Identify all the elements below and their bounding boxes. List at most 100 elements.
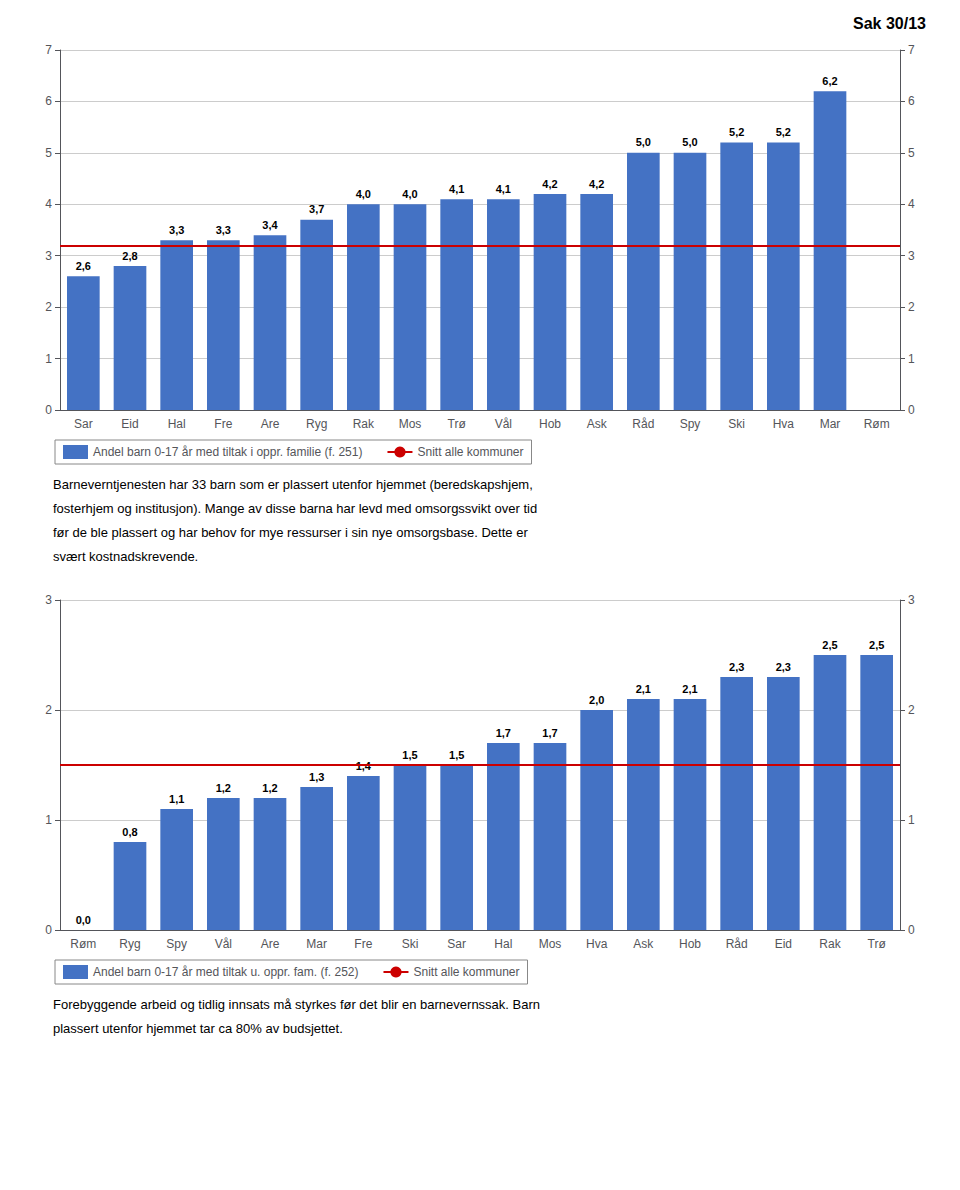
svg-text:Hva: Hva [586, 937, 608, 951]
svg-text:Barneverntjenesten har 33 barn: Barneverntjenesten har 33 barn som er pl… [53, 477, 533, 492]
svg-text:4,0: 4,0 [356, 188, 371, 200]
svg-text:Trø: Trø [448, 417, 467, 431]
svg-text:fosterhjem og institusjon). Ma: fosterhjem og institusjon). Mange av dis… [53, 501, 537, 516]
svg-text:Hal: Hal [168, 417, 186, 431]
svg-text:Eid: Eid [121, 417, 138, 431]
svg-text:1,3: 1,3 [309, 771, 324, 783]
svg-text:Hob: Hob [679, 937, 701, 951]
svg-text:5: 5 [908, 146, 915, 160]
svg-text:4,2: 4,2 [542, 178, 557, 190]
svg-text:Hva: Hva [773, 417, 795, 431]
svg-text:1: 1 [908, 813, 915, 827]
svg-text:Sak 30/13: Sak 30/13 [853, 15, 926, 32]
svg-text:2,3: 2,3 [729, 661, 744, 673]
svg-text:2,1: 2,1 [636, 683, 651, 695]
svg-text:Ski: Ski [728, 417, 745, 431]
svg-text:6: 6 [45, 94, 52, 108]
svg-text:1,7: 1,7 [496, 727, 511, 739]
svg-text:1,5: 1,5 [402, 749, 417, 761]
svg-text:Vål: Vål [495, 417, 512, 431]
svg-text:Hob: Hob [539, 417, 561, 431]
svg-text:2,3: 2,3 [776, 661, 791, 673]
svg-text:0,8: 0,8 [122, 826, 137, 838]
svg-text:3,3: 3,3 [169, 224, 184, 236]
svg-text:Ryg: Ryg [119, 937, 140, 951]
svg-text:Ski: Ski [402, 937, 419, 951]
svg-text:2,1: 2,1 [682, 683, 697, 695]
svg-text:Mos: Mos [539, 937, 562, 951]
svg-text:5,0: 5,0 [636, 136, 651, 148]
svg-text:Mar: Mar [306, 937, 327, 951]
svg-text:0: 0 [908, 403, 915, 417]
svg-text:plassert utenfor hjemmet tar c: plassert utenfor hjemmet tar ca 80% av b… [53, 1021, 343, 1036]
svg-text:4,1: 4,1 [449, 183, 464, 195]
svg-text:Rak: Rak [353, 417, 375, 431]
svg-text:2,6: 2,6 [76, 260, 91, 272]
svg-text:1,7: 1,7 [542, 727, 557, 739]
svg-text:Fre: Fre [214, 417, 232, 431]
svg-text:1,2: 1,2 [216, 782, 231, 794]
svg-text:Ask: Ask [633, 937, 654, 951]
svg-text:Røm: Røm [864, 417, 890, 431]
svg-text:Andel barn 0-17 år med tiltak: Andel barn 0-17 år med tiltak i oppr. fa… [93, 445, 362, 459]
svg-text:1,2: 1,2 [262, 782, 277, 794]
svg-text:Eid: Eid [775, 937, 792, 951]
svg-text:Spy: Spy [680, 417, 701, 431]
svg-text:3,3: 3,3 [216, 224, 231, 236]
svg-text:0: 0 [45, 403, 52, 417]
svg-text:svært kostnadskrevende.: svært kostnadskrevende. [53, 549, 198, 564]
svg-text:6,2: 6,2 [822, 75, 837, 87]
svg-text:3: 3 [908, 593, 915, 607]
svg-text:2: 2 [45, 300, 52, 314]
svg-text:1: 1 [45, 352, 52, 366]
svg-text:Mar: Mar [820, 417, 841, 431]
svg-text:Sar: Sar [447, 937, 466, 951]
svg-text:Vål: Vål [215, 937, 232, 951]
svg-text:7: 7 [45, 43, 52, 57]
svg-text:2,8: 2,8 [122, 250, 137, 262]
svg-text:5,0: 5,0 [682, 136, 697, 148]
svg-text:2: 2 [908, 300, 915, 314]
svg-text:5,2: 5,2 [729, 126, 744, 138]
svg-text:3,7: 3,7 [309, 203, 324, 215]
svg-text:Rak: Rak [819, 937, 841, 951]
svg-text:0,0: 0,0 [76, 914, 91, 926]
svg-text:Råd: Råd [632, 417, 654, 431]
svg-text:3,4: 3,4 [262, 219, 278, 231]
svg-text:1: 1 [45, 813, 52, 827]
svg-text:1,5: 1,5 [449, 749, 464, 761]
svg-text:4,0: 4,0 [402, 188, 417, 200]
svg-text:før de ble plassert og har beh: før de ble plassert og har behov for mye… [53, 525, 528, 540]
svg-text:Spy: Spy [166, 937, 187, 951]
svg-text:2,5: 2,5 [822, 639, 837, 651]
svg-text:Snitt alle kommuner: Snitt alle kommuner [413, 965, 519, 979]
svg-text:Snitt alle kommuner: Snitt alle kommuner [417, 445, 523, 459]
svg-text:3: 3 [908, 249, 915, 263]
svg-text:2,5: 2,5 [869, 639, 884, 651]
svg-text:6: 6 [908, 94, 915, 108]
svg-text:4: 4 [45, 197, 52, 211]
svg-text:Hal: Hal [494, 937, 512, 951]
svg-text:1: 1 [908, 352, 915, 366]
svg-text:7: 7 [908, 43, 915, 57]
svg-text:Mos: Mos [399, 417, 422, 431]
svg-text:5,2: 5,2 [776, 126, 791, 138]
svg-text:3: 3 [45, 249, 52, 263]
svg-text:0: 0 [45, 923, 52, 937]
svg-text:1,1: 1,1 [169, 793, 184, 805]
svg-text:Røm: Røm [70, 937, 96, 951]
svg-text:Are: Are [261, 937, 280, 951]
svg-text:4: 4 [908, 197, 915, 211]
svg-text:2,0: 2,0 [589, 694, 604, 706]
svg-text:2: 2 [45, 703, 52, 717]
svg-text:Råd: Råd [726, 937, 748, 951]
svg-text:Forebyggende arbeid og tidlig: Forebyggende arbeid og tidlig innsats må… [53, 997, 540, 1012]
svg-text:Fre: Fre [354, 937, 372, 951]
svg-text:Sar: Sar [74, 417, 93, 431]
svg-text:4,2: 4,2 [589, 178, 604, 190]
svg-text:Ryg: Ryg [306, 417, 327, 431]
svg-text:Are: Are [261, 417, 280, 431]
svg-text:5: 5 [45, 146, 52, 160]
svg-text:Trø: Trø [868, 937, 887, 951]
svg-text:2: 2 [908, 703, 915, 717]
